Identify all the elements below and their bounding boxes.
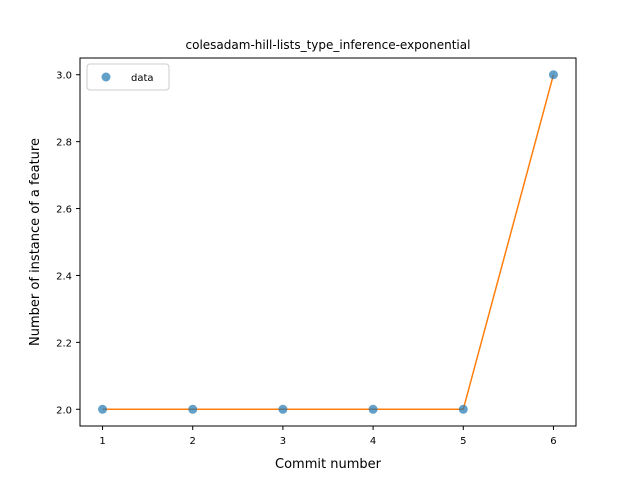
x-tick-label: 3: [280, 436, 286, 447]
x-tick-label: 5: [460, 436, 466, 447]
data-point: [278, 404, 288, 414]
y-axis-label: Number of instance of a feature: [28, 138, 43, 346]
x-tick-label: 6: [550, 436, 556, 447]
data-point: [188, 404, 198, 414]
y-tick-label: 2.6: [56, 205, 72, 216]
y-tick-label: 3.0: [56, 71, 72, 82]
y-tick-label: 2.2: [56, 338, 72, 349]
x-tick-label: 2: [190, 436, 196, 447]
x-tick-label: 4: [370, 436, 376, 447]
y-tick-label: 2.0: [56, 405, 72, 416]
axis-ticks: 1 2 3 4 5 6 2.0 2.2 2.4 2.6 2.8 3.0: [56, 71, 557, 447]
data-point: [98, 404, 108, 414]
chart-title: colesadam-hill-lists_type_inference-expo…: [186, 38, 471, 52]
y-tick-label: 2.4: [56, 271, 72, 282]
plot-area: [98, 70, 558, 414]
legend-box: [86, 63, 170, 91]
data-point: [368, 404, 378, 414]
data-point: [548, 70, 558, 80]
axes-frame: [79, 57, 577, 427]
fit-line: [102, 74, 555, 411]
x-axis-label: Commit number: [275, 457, 382, 472]
legend-label: data: [131, 73, 154, 84]
x-tick-label: 1: [99, 436, 105, 447]
legend-marker: [101, 72, 111, 82]
y-tick-label: 2.8: [56, 138, 72, 149]
legend: data: [86, 63, 170, 91]
data-point: [458, 404, 468, 414]
